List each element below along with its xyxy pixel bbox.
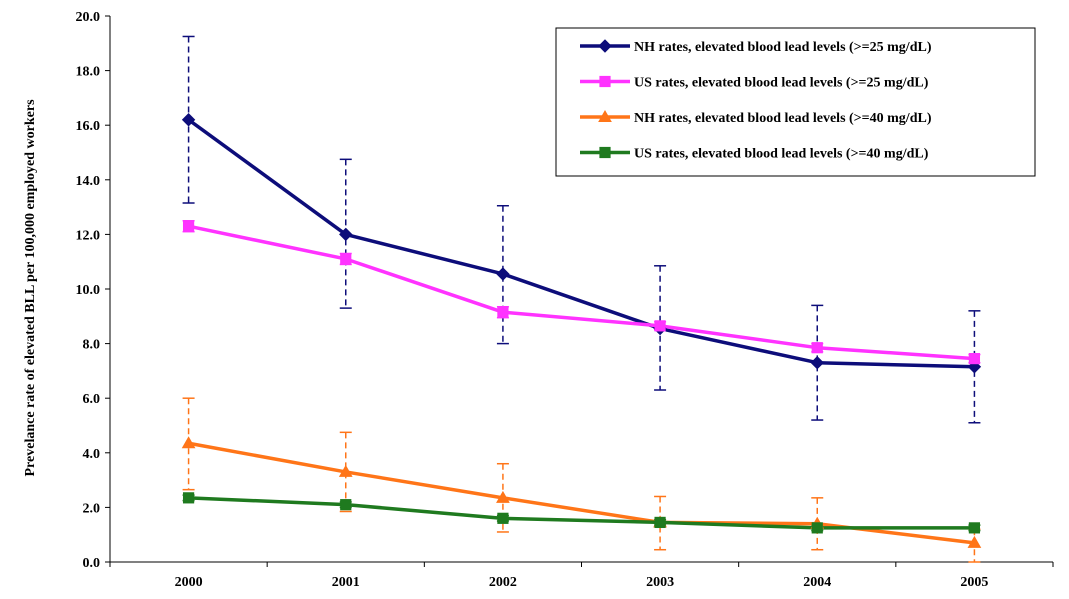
data-point-series-1 [339,227,353,242]
y-tick-label: 6.0 [83,392,101,407]
y-tick-label: 2.0 [83,501,101,516]
data-point-series-2 [497,306,509,318]
data-point-series-3 [496,490,510,503]
y-axis-ticks: 0.0 2.0 4.0 6.0 8.0 10.0 12.0 14.0 16.0 18.0 20.0 [76,10,110,571]
legend-marker-4 [599,146,611,159]
data-point-series-2 [654,320,666,332]
data-point-series-3 [338,464,353,477]
data-point-series-4 [340,499,352,511]
data-point-series-2 [811,342,823,354]
y-axis-title: Prevelance rate of elevated BLL per 100,… [23,99,38,477]
data-point-series-4 [182,492,195,504]
y-tick-label: 8.0 [83,338,101,353]
data-point-series-1 [496,267,510,281]
data-point-series-4 [654,516,666,529]
legend-label-4: US rates, elevated blood lead levels (>=… [634,147,929,162]
x-tick-label: 2005 [960,575,988,590]
data-point-series-2 [182,220,195,232]
legend-label-3: NH rates, elevated blood lead levels (>=… [634,111,932,126]
series-markers [181,113,982,548]
x-tick-label: 2000 [175,575,203,590]
y-tick-label: 18.0 [76,65,101,80]
data-point-series-1 [810,356,824,370]
legend-box [555,27,1036,177]
x-tick-label: 2004 [803,575,831,590]
legend-label-1: NH rates, elevated blood lead levels (>=… [634,40,932,55]
data-point-series-2 [968,353,981,365]
y-tick-label: 20.0 [76,10,101,25]
data-point-series-4 [968,522,981,534]
legend-marker-1 [598,39,612,53]
y-tick-label: 14.0 [76,174,101,189]
legend-label-2: US rates, elevated blood lead levels (>=… [634,76,929,91]
data-point-series-3 [181,436,196,449]
y-tick-label: 4.0 [83,447,101,462]
x-tick-label: 2003 [646,575,674,590]
y-tick-label: 0.0 [83,556,101,571]
y-tick-label: 10.0 [76,283,101,298]
data-point-series-2 [340,253,352,265]
legend-marker-2 [599,75,611,88]
x-tick-label: 2001 [332,575,360,590]
data-point-series-1 [181,113,196,127]
y-tick-label: 16.0 [76,119,101,134]
series-line-2 [188,224,975,361]
series-line-4 [188,496,975,530]
data-point-series-4 [497,512,509,524]
data-point-series-4 [811,522,823,534]
series-line-1 [187,118,975,369]
y-tick-label: 12.0 [76,228,101,243]
legend-marker-3 [598,109,612,122]
legend: NH rates, elevated blood lead levels (>=… [555,27,1036,177]
x-tick-label: 2002 [489,575,517,590]
x-axis-ticks: 2000 2001 2002 2003 2004 2005 [109,562,1054,590]
series-lines [187,118,975,545]
data-point-series-3 [967,535,982,548]
